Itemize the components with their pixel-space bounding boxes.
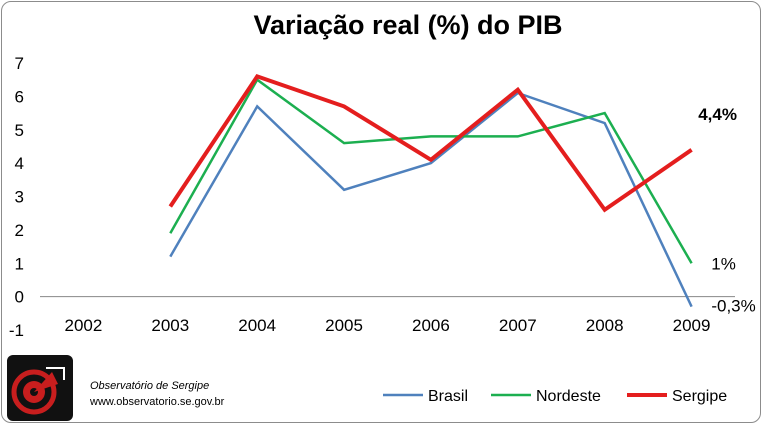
logo-pointer [34,372,58,392]
y-tick-label: 7 [15,54,24,73]
legend-label-nordeste: Nordeste [536,388,601,405]
y-tick-label: 3 [15,188,24,207]
logo-ring-outer [11,369,57,415]
observatorio-logo [7,355,73,421]
legend: Brasil Nordeste Sergipe [383,388,727,405]
y-tick-label: 6 [15,87,24,106]
logo-name: Observatório de Sergipe [90,380,209,392]
y-tick-label: 4 [15,154,24,173]
end-label-sergipe: 4,4% [698,105,737,124]
logo-url: www.observatorio.se.gov.br [89,396,225,408]
x-tick-label: 2005 [325,316,363,335]
y-tick-label: 1 [15,254,24,273]
y-tick-label: 2 [15,221,24,240]
series-lines [168,74,693,308]
legend-label-sergipe: Sergipe [672,388,727,405]
x-axis-ticks: 2002 2003 2004 2005 2006 2007 2008 2009 [65,316,711,335]
end-value-labels: 4,4% 1% -0,3% [698,105,756,316]
series-line-nordeste [169,77,693,264]
logo-arrow [46,367,65,380]
y-tick-label: 0 [15,288,24,307]
y-tick-label: -1 [9,321,24,340]
x-tick-label: 2006 [412,316,450,335]
chart-title: Variação real (%) do PIB [253,10,562,40]
x-tick-label: 2009 [673,316,711,335]
end-label-nordeste: 1% [711,254,736,273]
series-line-sergipe [168,74,693,213]
x-tick-label: 2003 [151,316,189,335]
y-axis-ticks: -1 0 1 2 3 4 5 6 7 [9,54,24,340]
y-tick-label: 5 [15,121,24,140]
legend-label-brasil: Brasil [428,388,468,405]
x-tick-label: 2007 [499,316,537,335]
end-label-brasil: -0,3% [711,297,755,316]
x-tick-label: 2008 [586,316,624,335]
x-tick-label: 2004 [238,316,276,335]
x-tick-label: 2002 [65,316,103,335]
series-line-brasil [169,91,693,308]
